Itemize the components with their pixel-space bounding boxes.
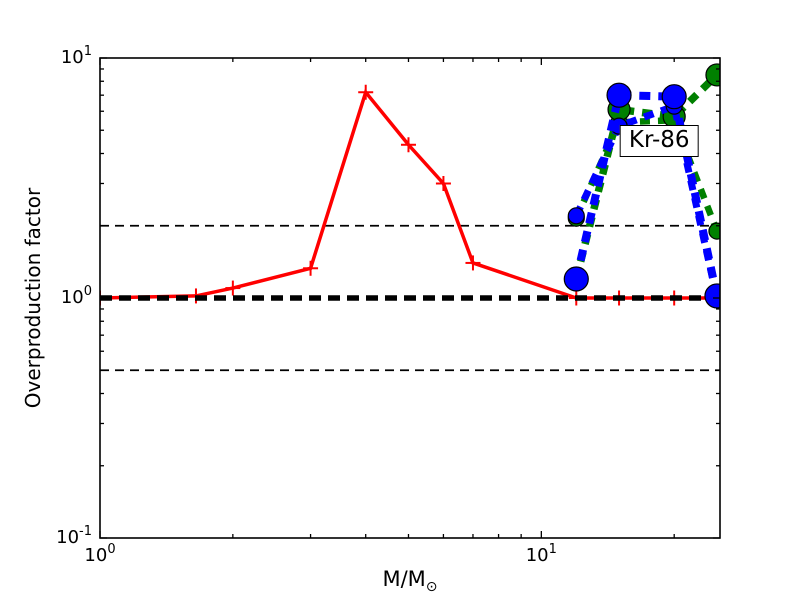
y-tick-label: 100 [61, 284, 92, 308]
marker-blue-dashed-1 [563, 266, 589, 292]
x-tick-label: 100 [84, 542, 115, 566]
x-axis-title: M/M⊙ [382, 567, 437, 595]
x-axis-title-text: M/M [382, 567, 426, 591]
isotope-label: Kr-86 [619, 125, 699, 158]
series-red-solid [100, 88, 717, 300]
marker-blue-dashed-1 [606, 82, 632, 108]
marker-blue-dashed-1 [704, 283, 720, 309]
marker-blue-dashed-1 [661, 84, 687, 110]
plot-area [100, 63, 720, 372]
y-tick-label: 101 [61, 44, 92, 68]
x-tick-label: 101 [526, 542, 557, 566]
marker-green-dashed-2 [708, 222, 720, 240]
axis-ticks [99, 57, 720, 539]
marker-green-dashed-1 [705, 63, 720, 87]
solar-mass-symbol: ⊙ [425, 579, 438, 595]
y-tick-label: 10-1 [56, 524, 92, 548]
series-blue-dashed-1 [572, 91, 720, 297]
y-axis-title: Overproduction factor [21, 187, 45, 409]
marker-blue-dashed-2 [567, 207, 585, 225]
series-green-dashed-2 [573, 116, 720, 233]
